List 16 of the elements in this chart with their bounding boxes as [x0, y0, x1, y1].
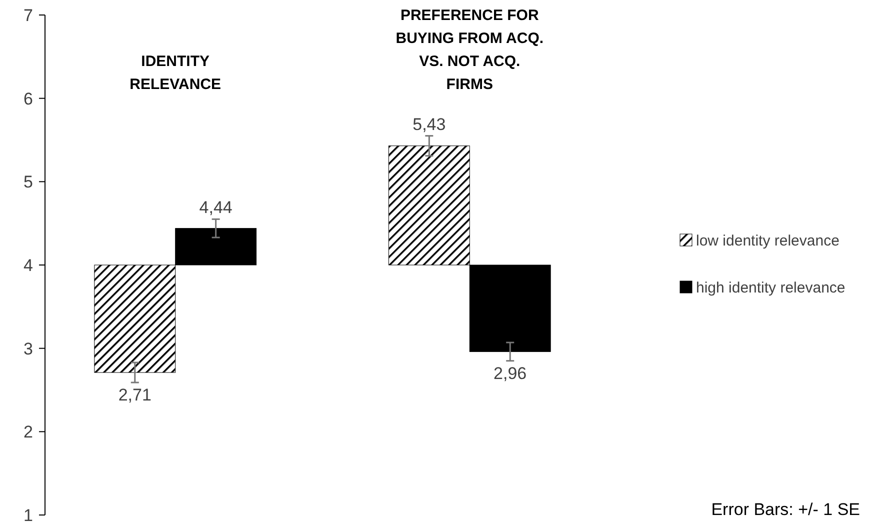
x-tick-label: PREFERENCE FOR BUYING FROM ACQ. VS. NOT ACQ. FIRMS [396, 7, 544, 93]
data-label: 4,44 [199, 198, 232, 218]
data-label: 5,43 [412, 114, 446, 134]
y-tick-label: 6 [24, 89, 33, 108]
y-tick-label: 1 [24, 506, 33, 523]
y-tick-label: 4 [24, 256, 33, 275]
legend-label: low identity relevance [696, 232, 840, 250]
y-tick-label: 2 [24, 422, 33, 442]
y-tick-label: 5 [24, 172, 33, 192]
text: Error Bars: +/- 1 SE [711, 500, 860, 519]
y-tick-label: 3 [24, 339, 33, 358]
data-label: 2,71 [118, 386, 152, 404]
data-label: 2,96 [494, 364, 527, 383]
y-tick-label: 7 [24, 6, 33, 25]
legend-label: high identity relevance [696, 279, 846, 296]
x-tick-label: IDENTITY RELEVANCE [130, 53, 222, 93]
